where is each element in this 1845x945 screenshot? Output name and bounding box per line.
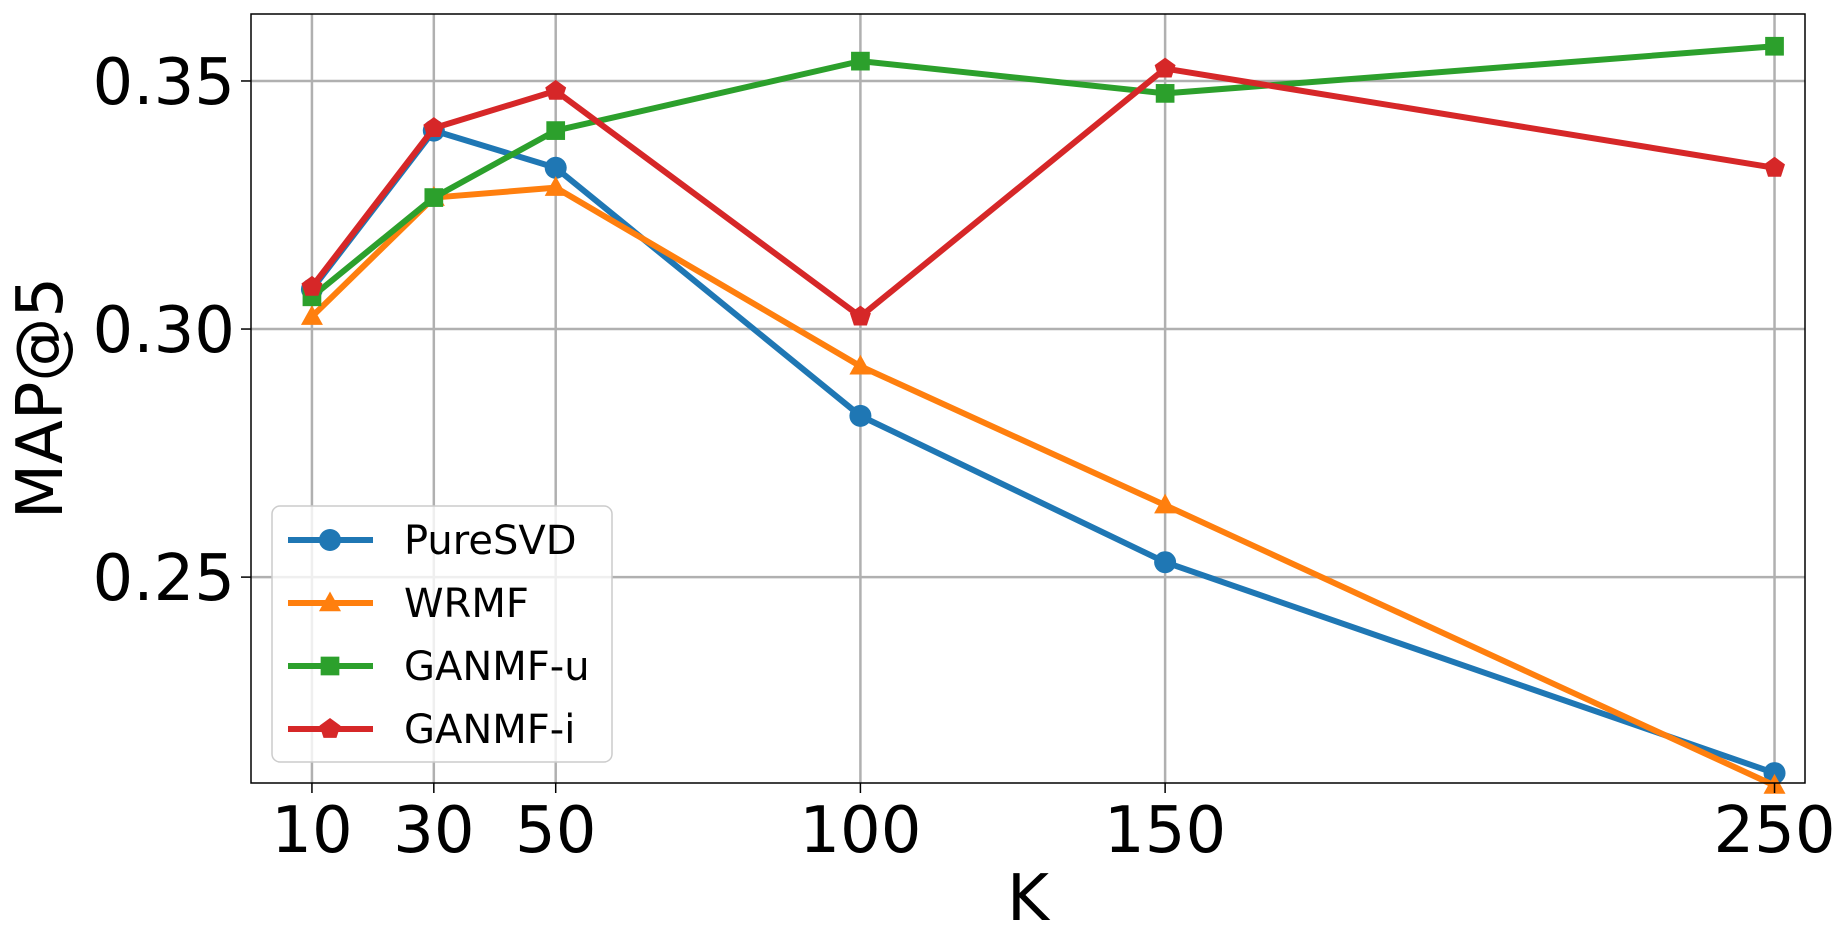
series-ganmf-i: [301, 57, 1785, 326]
legend: PureSVD WRMF GANMF-u GANMF-i: [271, 505, 613, 763]
x-axis-label: K: [1007, 862, 1051, 936]
data-point-puresvd: [1154, 551, 1177, 574]
legend-item-ganmf-i: GANMF-i: [288, 707, 575, 753]
data-point-puresvd: [544, 156, 567, 179]
y-tick-label: 0.25: [93, 542, 236, 616]
data-point-ganmf-i: [1764, 156, 1785, 177]
data-point-puresvd: [849, 404, 872, 427]
legend-marker: [320, 656, 340, 676]
series-line-ganmf-i: [308, 65, 1778, 320]
x-tick-label: 30: [393, 794, 474, 868]
legend-box: [271, 505, 613, 763]
data-point-ganmf-u: [1155, 84, 1175, 103]
data-point-ganmf-i: [301, 275, 323, 296]
y-axis-label: MAP@5: [4, 277, 78, 519]
legend-item-ganmf-u: GANMF-u: [288, 644, 590, 690]
legend-label: WRMF: [404, 581, 529, 627]
data-point-ganmf-u: [546, 121, 566, 140]
data-point-ganmf-u: [1765, 36, 1784, 56]
x-tick-label: 150: [1104, 794, 1226, 868]
legend-item-puresvd: PureSVD: [288, 518, 577, 564]
data-point-wrmf: [300, 305, 323, 325]
legend-item-wrmf: WRMF: [288, 581, 529, 627]
x-tick-label: 10: [271, 794, 352, 868]
data-point-ganmf-u: [851, 51, 870, 71]
x-tick-label: 50: [515, 794, 596, 868]
legend-label: GANMF-u: [404, 644, 590, 690]
legend-label: GANMF-i: [404, 707, 575, 753]
grid: [251, 14, 1805, 783]
data-point-wrmf: [544, 176, 567, 196]
y-tick-label: 0.30: [93, 294, 236, 368]
data-point-ganmf-i: [423, 117, 445, 138]
legend-label: PureSVD: [404, 518, 577, 564]
data-point-wrmf: [1154, 493, 1177, 514]
x-tick-label: 100: [799, 794, 921, 868]
y-tick-label: 0.35: [93, 46, 236, 120]
data-point-ganmf-i: [849, 305, 871, 326]
legend-marker: [319, 718, 341, 738]
series-lines: [300, 36, 1786, 794]
legend-marker: [319, 591, 341, 612]
data-point-wrmf: [849, 354, 872, 375]
data-point-puresvd: [1763, 762, 1786, 785]
data-point-ganmf-i: [545, 79, 567, 100]
data-point-ganmf-u: [424, 188, 444, 207]
legend-marker: [319, 529, 341, 551]
x-tick-label: 250: [1713, 794, 1835, 868]
data-point-ganmf-i: [1154, 57, 1176, 78]
plot-frame: [250, 13, 1806, 784]
axis-ticks: 10 30 50 100 150 250 0.25 0.30 0.35: [93, 46, 1836, 868]
